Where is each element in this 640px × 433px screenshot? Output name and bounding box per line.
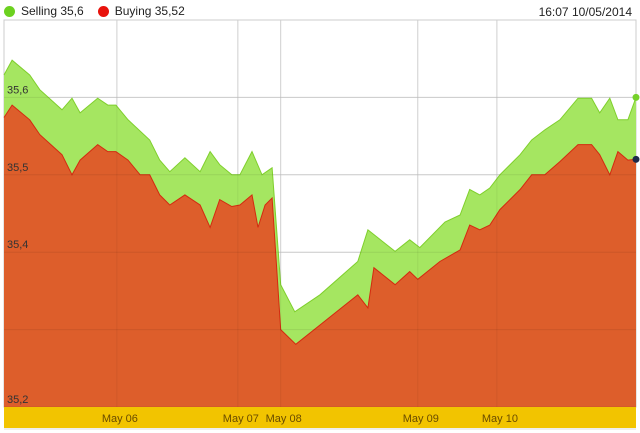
y-tick-label: 35,2 xyxy=(7,394,28,406)
selling-line xyxy=(3,59,637,313)
x-tick-label: May 07 xyxy=(223,413,259,425)
selling-legend-dot-icon xyxy=(4,5,15,17)
buying-line xyxy=(3,104,637,345)
y-tick-label: 35,4 xyxy=(7,239,28,251)
x-tick-label: May 10 xyxy=(482,413,518,425)
x-axis-band xyxy=(4,407,636,428)
timestamp: 16:07 10/05/2014 xyxy=(538,5,632,19)
x-tick-label: May 08 xyxy=(266,413,302,425)
legend-item-buying[interactable]: Buying 35,52 xyxy=(97,4,185,18)
legend-selling-label: Selling 35,6 xyxy=(21,4,84,18)
buying-area xyxy=(4,105,636,407)
legend-buying-label: Buying 35,52 xyxy=(114,4,185,18)
x-tick-label: May 09 xyxy=(403,413,439,425)
x-tick-label: May 06 xyxy=(102,413,138,425)
y-tick-label: 35,5 xyxy=(7,162,28,174)
legend: Selling 35,6 Buying 35,52 xyxy=(4,4,185,18)
buying-last-point xyxy=(632,155,640,163)
selling-last-point xyxy=(632,93,640,101)
legend-item-selling[interactable]: Selling 35,6 xyxy=(4,4,84,18)
y-tick-label: 35,6 xyxy=(7,84,28,96)
buying-legend-dot-icon xyxy=(97,5,109,17)
